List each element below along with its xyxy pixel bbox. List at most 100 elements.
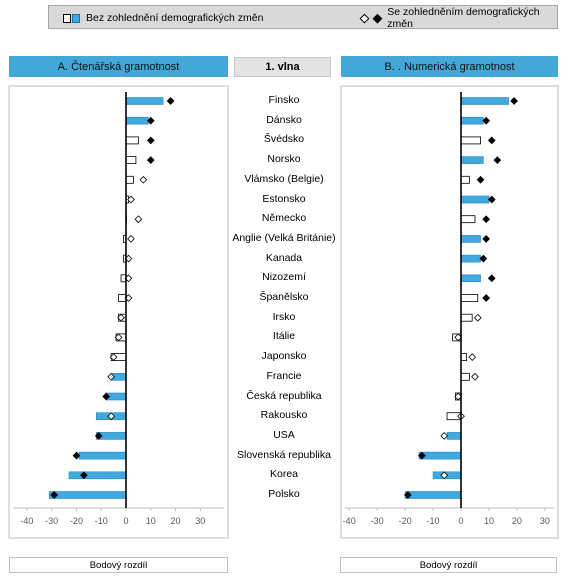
- plot-frame-reading: [8, 85, 229, 539]
- bar-numeracy: [404, 491, 462, 499]
- bar-reading: [125, 156, 137, 165]
- x-tick-label-reading: -30: [45, 516, 58, 526]
- bar-numeracy: [446, 432, 462, 440]
- marker-numeracy: [493, 156, 502, 164]
- bar-numeracy: [460, 372, 470, 381]
- country-label: USA: [273, 428, 295, 441]
- marker-reading: [50, 491, 59, 499]
- footer-xlabel-right: Bodový rozdíl: [340, 557, 557, 573]
- marker-reading: [107, 412, 116, 421]
- marker-reading: [139, 175, 148, 184]
- marker-numeracy: [404, 491, 412, 499]
- country-label: Německo: [261, 212, 307, 225]
- country-label: Slovenská republika: [237, 448, 331, 461]
- x-tick-label-reading: 30: [195, 516, 205, 526]
- marker-reading: [94, 432, 103, 440]
- marker-reading: [80, 471, 88, 480]
- x-tick-label-numeracy: 30: [540, 516, 550, 526]
- bar-numeracy: [460, 235, 481, 243]
- marker-numeracy: [482, 235, 491, 243]
- marker-numeracy: [487, 136, 496, 145]
- bar-numeracy: [460, 195, 490, 204]
- x-tick-label-reading: 0: [123, 516, 128, 526]
- marker-numeracy: [482, 294, 491, 302]
- country-label: Finsko: [268, 94, 300, 106]
- legend-item-with: Se zohledněním demografických změn: [358, 6, 557, 30]
- bar-numeracy: [460, 294, 479, 302]
- country-label: Norsko: [267, 153, 301, 166]
- x-tick-label-numeracy: -30: [371, 516, 384, 526]
- bar-reading: [78, 451, 127, 460]
- marker-numeracy: [440, 432, 449, 440]
- marker-numeracy: [510, 97, 518, 105]
- legend: Bez zohlednění demografických změn Se zo…: [48, 5, 558, 30]
- marker-reading: [117, 313, 125, 322]
- marker-reading: [146, 136, 155, 145]
- marker-reading: [72, 451, 81, 460]
- marker-numeracy: [476, 175, 485, 184]
- country-label: Dánsko: [266, 113, 302, 126]
- marker-numeracy: [487, 195, 496, 204]
- marker-reading: [146, 156, 155, 164]
- marker-numeracy: [468, 353, 477, 361]
- x-tick-label-reading: 20: [171, 516, 181, 526]
- country-label: Francie: [266, 369, 302, 382]
- country-label: Španělsko: [259, 291, 309, 303]
- panel-title-reading: A. Čtenářská gramotnost: [9, 56, 228, 77]
- bar-reading: [125, 116, 149, 125]
- country-label: Kanada: [265, 251, 303, 264]
- bar-numeracy: [460, 353, 467, 362]
- x-tick-label-numeracy: -10: [427, 516, 440, 526]
- legend-swatch-white: [63, 13, 71, 23]
- bar-numeracy: [460, 215, 476, 224]
- marker-reading: [127, 195, 135, 204]
- legend-item-without: Bez zohlednění demografických změn: [63, 10, 263, 26]
- marker-reading: [166, 97, 175, 105]
- country-label: Anglie (Velká Británie): [232, 231, 336, 244]
- legend-label-without: Bez zohlednění demografických změn: [86, 12, 264, 24]
- bar-numeracy: [460, 116, 484, 125]
- marker-numeracy: [418, 451, 426, 460]
- bar-numeracy: [460, 313, 473, 322]
- country-label: Irsko: [272, 310, 296, 323]
- marker-reading: [146, 116, 155, 125]
- legend-swatch-blue: [72, 13, 80, 23]
- country-label: Švédsko: [263, 133, 305, 146]
- plot-frame-numeracy: [340, 85, 559, 539]
- bar-reading: [125, 136, 139, 145]
- country-label: Česká republika: [246, 389, 322, 402]
- bar-numeracy: [460, 175, 470, 184]
- x-tick-label-numeracy: -20: [399, 516, 412, 526]
- marker-numeracy: [482, 215, 491, 224]
- country-label: Vlámsko (Belgie): [244, 172, 324, 185]
- bar-numeracy: [460, 156, 484, 164]
- marker-numeracy: [487, 274, 496, 283]
- x-tick-label-numeracy: 10: [484, 516, 494, 526]
- x-tick-label-numeracy: 20: [512, 516, 522, 526]
- marker-reading: [107, 372, 116, 381]
- country-label: Estonsko: [262, 192, 306, 205]
- bar-numeracy: [460, 274, 481, 283]
- legend-label-with: Se zohledněním demografických změn: [387, 6, 540, 30]
- marker-numeracy: [482, 116, 491, 125]
- country-label: Itálie: [272, 330, 296, 343]
- marker-numeracy: [473, 313, 482, 322]
- marker-reading: [114, 333, 123, 342]
- x-tick-label-numeracy: 0: [458, 516, 463, 526]
- x-tick-label-numeracy: -40: [343, 516, 356, 526]
- footer-xlabel-left: Bodový rozdíl: [9, 557, 228, 573]
- country-label: Polsko: [268, 488, 300, 500]
- country-label: Korea: [269, 468, 299, 481]
- bar-reading: [125, 97, 164, 105]
- marker-reading: [102, 392, 111, 401]
- x-tick-label-reading: -20: [70, 516, 83, 526]
- marker-reading: [127, 235, 135, 243]
- bar-numeracy: [460, 97, 509, 105]
- bar-reading: [48, 491, 127, 499]
- panel-title-numeracy: B. . Numerická gramotnost: [341, 56, 558, 77]
- marker-reading: [109, 353, 118, 361]
- marker-reading: [134, 215, 143, 224]
- country-label: Japonsko: [261, 350, 307, 363]
- x-tick-label-reading: -10: [95, 516, 108, 526]
